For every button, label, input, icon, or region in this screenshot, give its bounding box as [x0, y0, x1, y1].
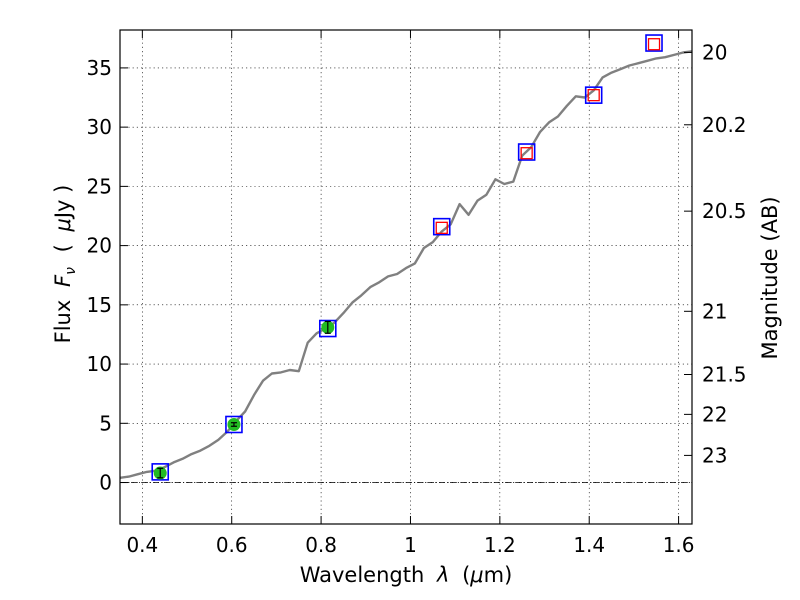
y-tick-label: 20 [87, 234, 112, 258]
tick-labels: 0.4 0.6 0.8 1 1.2 1.4 1.6 0 5 10 15 20 25 30 35 20 20.2 2… [87, 40, 747, 557]
upper-limit-point [647, 38, 661, 51]
y-axis-label-text: Flux [51, 300, 75, 344]
y2-tick-label: 21.5 [702, 362, 747, 386]
y-tick-label: 35 [87, 56, 112, 80]
x-tick-label: 1.6 [663, 533, 695, 557]
y-tick-label: 0 [99, 471, 112, 495]
model-point [584, 86, 603, 104]
y-axis-label: Flux Fν ( μJy ) [51, 185, 80, 344]
y-axis-label-symbol: F [51, 274, 75, 287]
y2-tick-label: 23 [702, 443, 727, 467]
y2-tick-label: 20.2 [702, 113, 747, 137]
plot-area-background [120, 30, 692, 524]
y2-tick-label: 20.5 [702, 199, 747, 223]
y-tick-label: 15 [87, 293, 112, 317]
model-point [517, 143, 536, 161]
y-tick-label: 30 [87, 115, 112, 139]
y-axis-label-unit-open: ( [51, 244, 75, 252]
model-point [225, 415, 243, 434]
model-point [151, 463, 170, 481]
upper-limit-point [435, 221, 448, 234]
series-layer [119, 34, 693, 481]
upper-limit-point [520, 147, 533, 160]
x-axis-label-text: Wavelength [300, 563, 425, 587]
x-axis-label-symbol: λ [436, 563, 449, 587]
y-tick-label: 25 [87, 174, 112, 198]
x-tick-label: 0.8 [305, 533, 337, 557]
x-tick-label: 1.4 [573, 533, 605, 557]
y2-axis-label: Magnitude (AB) [758, 196, 782, 359]
y2-tick-label: 22 [702, 402, 727, 426]
plot-frame [119, 29, 693, 525]
spectrum-line [119, 50, 693, 479]
model-point [318, 319, 337, 338]
y2-tick-label: 20 [702, 40, 727, 64]
x-tick-label: 1 [404, 533, 417, 557]
model-point [432, 217, 451, 236]
y2-tick-label: 21 [702, 299, 727, 323]
upper-limit-point [587, 89, 600, 102]
y-axis-label-unit-mu: μ [51, 218, 75, 232]
x-tick-label: 1.2 [484, 533, 516, 557]
tick-marks [120, 30, 692, 524]
y-tick-label: 10 [87, 352, 112, 376]
x-axis-label-unit-rest: m) [484, 563, 513, 587]
x-axis-label-unit-mu: μ [469, 563, 483, 587]
y-tick-label: 5 [99, 411, 112, 435]
model-point [645, 34, 663, 52]
y-axis-label-unit-rest: Jy ) [51, 185, 75, 221]
x-tick-label: 0.4 [126, 533, 158, 557]
y-axis-label-symbol-sub: ν [63, 267, 79, 275]
x-axis-label: Wavelength λ (μm) [300, 563, 513, 587]
x-tick-label: 0.6 [216, 533, 248, 557]
x-axis-label-unit-open: ( [462, 563, 470, 587]
